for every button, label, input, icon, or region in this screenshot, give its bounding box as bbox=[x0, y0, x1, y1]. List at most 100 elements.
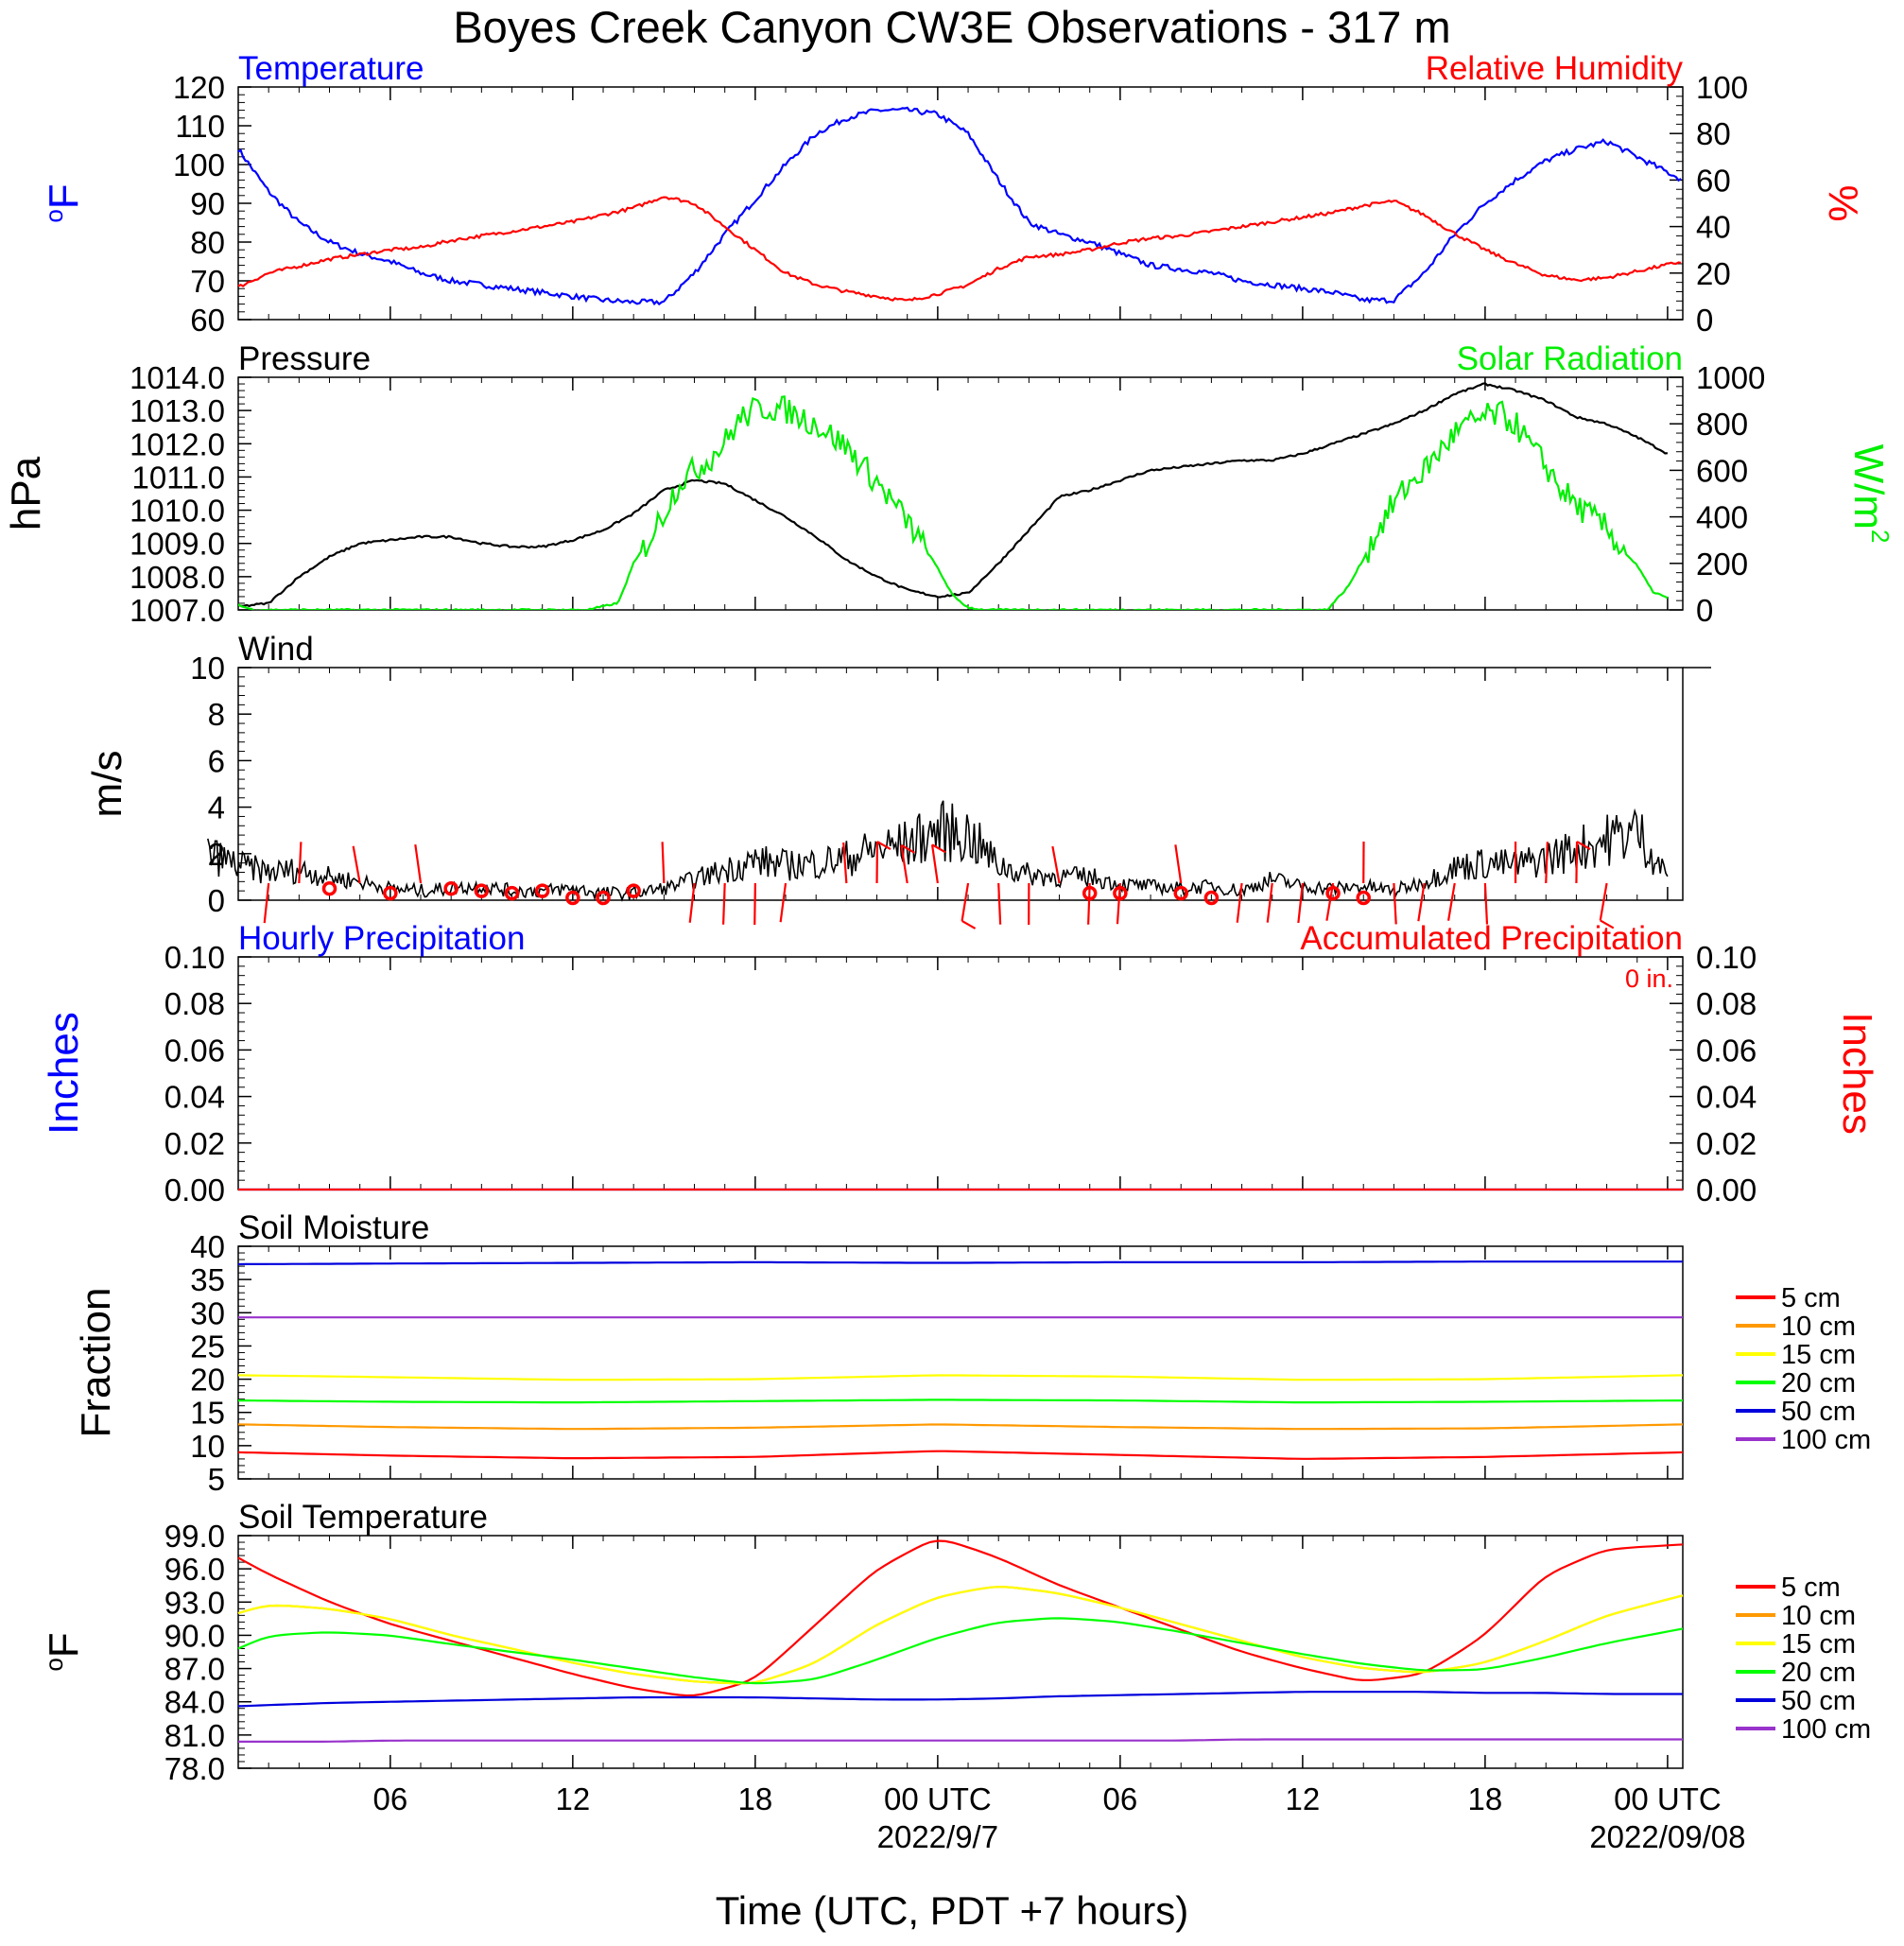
wind-barb bbox=[1599, 882, 1608, 921]
y-tick-label: 80 bbox=[190, 225, 225, 260]
y-tick-label: 120 bbox=[173, 70, 225, 105]
legend-label: 100 cm bbox=[1781, 1714, 1871, 1745]
y-tick-label: 60 bbox=[1696, 163, 1731, 198]
calm-wind-marker bbox=[1113, 885, 1128, 901]
series-solar-radiation bbox=[238, 395, 1669, 610]
series-relative-humidity bbox=[237, 196, 1682, 302]
x-tick-label: 18 bbox=[1468, 1781, 1503, 1816]
panel-title-temperature: Temperature bbox=[238, 50, 424, 87]
wind-barb bbox=[900, 844, 909, 884]
x-tick-label: 00 UTC bbox=[1614, 1781, 1722, 1816]
y-tick-label: 15 bbox=[190, 1396, 225, 1431]
y-tick-label: 35 bbox=[190, 1262, 225, 1297]
wind-barb-flag bbox=[1600, 919, 1615, 930]
y-tick-label: 0.10 bbox=[164, 940, 225, 975]
wind-barb bbox=[1446, 882, 1456, 921]
series-temperature bbox=[237, 106, 1682, 306]
x-tick-label: 06 bbox=[1103, 1781, 1138, 1816]
calm-wind-marker bbox=[504, 885, 520, 901]
wind-barb bbox=[414, 843, 423, 884]
panel-title-humidity: Relative Humidity bbox=[1426, 50, 1684, 87]
wind-barb bbox=[1051, 845, 1061, 884]
panel-pressure-solar: 1007.01008.01009.01010.01011.01012.01013… bbox=[3, 340, 1895, 628]
y-tick-label: 400 bbox=[1696, 500, 1748, 535]
y-tick-label: 1013.0 bbox=[130, 393, 225, 428]
y-tick-label: 200 bbox=[1696, 547, 1748, 582]
y-axis-label-degree: o bbox=[40, 1658, 68, 1671]
wind-barb bbox=[721, 882, 726, 925]
y-axis-label-unit: F bbox=[41, 1632, 87, 1658]
wind-barb bbox=[1174, 844, 1183, 884]
y-tick-label: 0.04 bbox=[164, 1080, 225, 1115]
y-tick-label: 40 bbox=[190, 1229, 225, 1264]
y-tick-label: 99.0 bbox=[164, 1519, 225, 1554]
wind-barb-flag bbox=[931, 843, 946, 854]
series-soil-moisture-10cm bbox=[237, 1423, 1684, 1431]
y-tick-label: 0 bbox=[208, 883, 225, 918]
y-tick-label: 600 bbox=[1696, 453, 1748, 488]
y-tick-label: 110 bbox=[175, 109, 225, 144]
wind-barb bbox=[1545, 842, 1549, 884]
y-tick-label: 0.00 bbox=[164, 1173, 225, 1208]
y-tick-label: 10 bbox=[190, 651, 225, 686]
panel-title-pressure: Pressure bbox=[238, 340, 371, 377]
series-soil-moisture-50cm bbox=[237, 1260, 1683, 1266]
y-tick-label: 0.02 bbox=[1696, 1126, 1757, 1161]
y-tick-label: 8 bbox=[208, 697, 225, 732]
y-axis-label-degree: o bbox=[40, 209, 68, 222]
y-tick-label: 800 bbox=[1696, 407, 1748, 442]
y-tick-label: 0.00 bbox=[1696, 1173, 1757, 1208]
calm-wind-marker bbox=[596, 890, 611, 906]
panel-title-soil-temperature: Soil Temperature bbox=[238, 1499, 488, 1536]
y-tick-label: 0.08 bbox=[164, 986, 225, 1021]
y-tick-label: 1011.0 bbox=[132, 460, 225, 495]
y-axis-label-pressure: hPa bbox=[3, 456, 49, 530]
wind-barb bbox=[1236, 882, 1243, 923]
calm-wind-marker bbox=[565, 890, 580, 906]
legend-label: 5 cm bbox=[1781, 1283, 1841, 1313]
x-tick-label: 18 bbox=[738, 1781, 773, 1816]
panel-title-wind: Wind bbox=[238, 631, 314, 668]
plot-frame bbox=[237, 667, 1684, 901]
y-tick-label: 87.0 bbox=[164, 1652, 225, 1687]
y-axis-label-wind: m/s bbox=[84, 751, 130, 818]
y-tick-label: 10 bbox=[190, 1429, 225, 1464]
y-tick-label: 1012.0 bbox=[130, 426, 225, 461]
wind-barb bbox=[1116, 882, 1121, 925]
series-pressure bbox=[238, 382, 1669, 608]
calm-wind-marker bbox=[383, 885, 398, 901]
x-tick-label: 12 bbox=[1286, 1781, 1321, 1816]
y-axis-label-humidity: % bbox=[1820, 184, 1866, 221]
legend-label: 5 cm bbox=[1781, 1572, 1841, 1603]
plot-frame bbox=[237, 1245, 1684, 1480]
y-tick-label: 81.0 bbox=[164, 1718, 225, 1753]
y-tick-label: 90 bbox=[190, 186, 225, 221]
panel-title-soil-moisture: Soil Moisture bbox=[238, 1209, 429, 1246]
series-soil-temperature-100cm bbox=[238, 1738, 1683, 1743]
wind-barb bbox=[1087, 882, 1091, 925]
y-tick-label: 40 bbox=[1696, 210, 1731, 245]
legend-label: 10 cm bbox=[1781, 1312, 1856, 1342]
wind-barb bbox=[753, 882, 756, 925]
calm-wind-marker bbox=[1356, 890, 1371, 906]
y-tick-label: 0.06 bbox=[164, 1033, 225, 1068]
panel-precipitation: 0.00 0.02 0.04 0.06 0.08 0.10 0.00 0.02 0.04 0.06… bbox=[41, 920, 1880, 1208]
wind-barb bbox=[1483, 882, 1489, 925]
calm-wind-marker bbox=[1325, 885, 1341, 901]
wind-barb bbox=[961, 882, 970, 922]
calm-wind-marker bbox=[1082, 885, 1098, 901]
calm-wind-marker bbox=[1173, 885, 1188, 901]
y-tick-label: 1014.0 bbox=[130, 360, 225, 395]
wind-barb-flag bbox=[900, 843, 915, 854]
y-tick-label: 70 bbox=[190, 264, 225, 299]
y-tick-label: 25 bbox=[190, 1329, 225, 1364]
y-axis-label-solar-exp: 2 bbox=[1866, 530, 1895, 543]
y-tick-label: 84.0 bbox=[164, 1685, 225, 1720]
series-soil-temperature-20cm bbox=[237, 1617, 1684, 1685]
y-tick-label: 30 bbox=[190, 1295, 225, 1330]
y-tick-label: 1008.0 bbox=[130, 560, 225, 595]
plot-frame bbox=[237, 1535, 1684, 1769]
